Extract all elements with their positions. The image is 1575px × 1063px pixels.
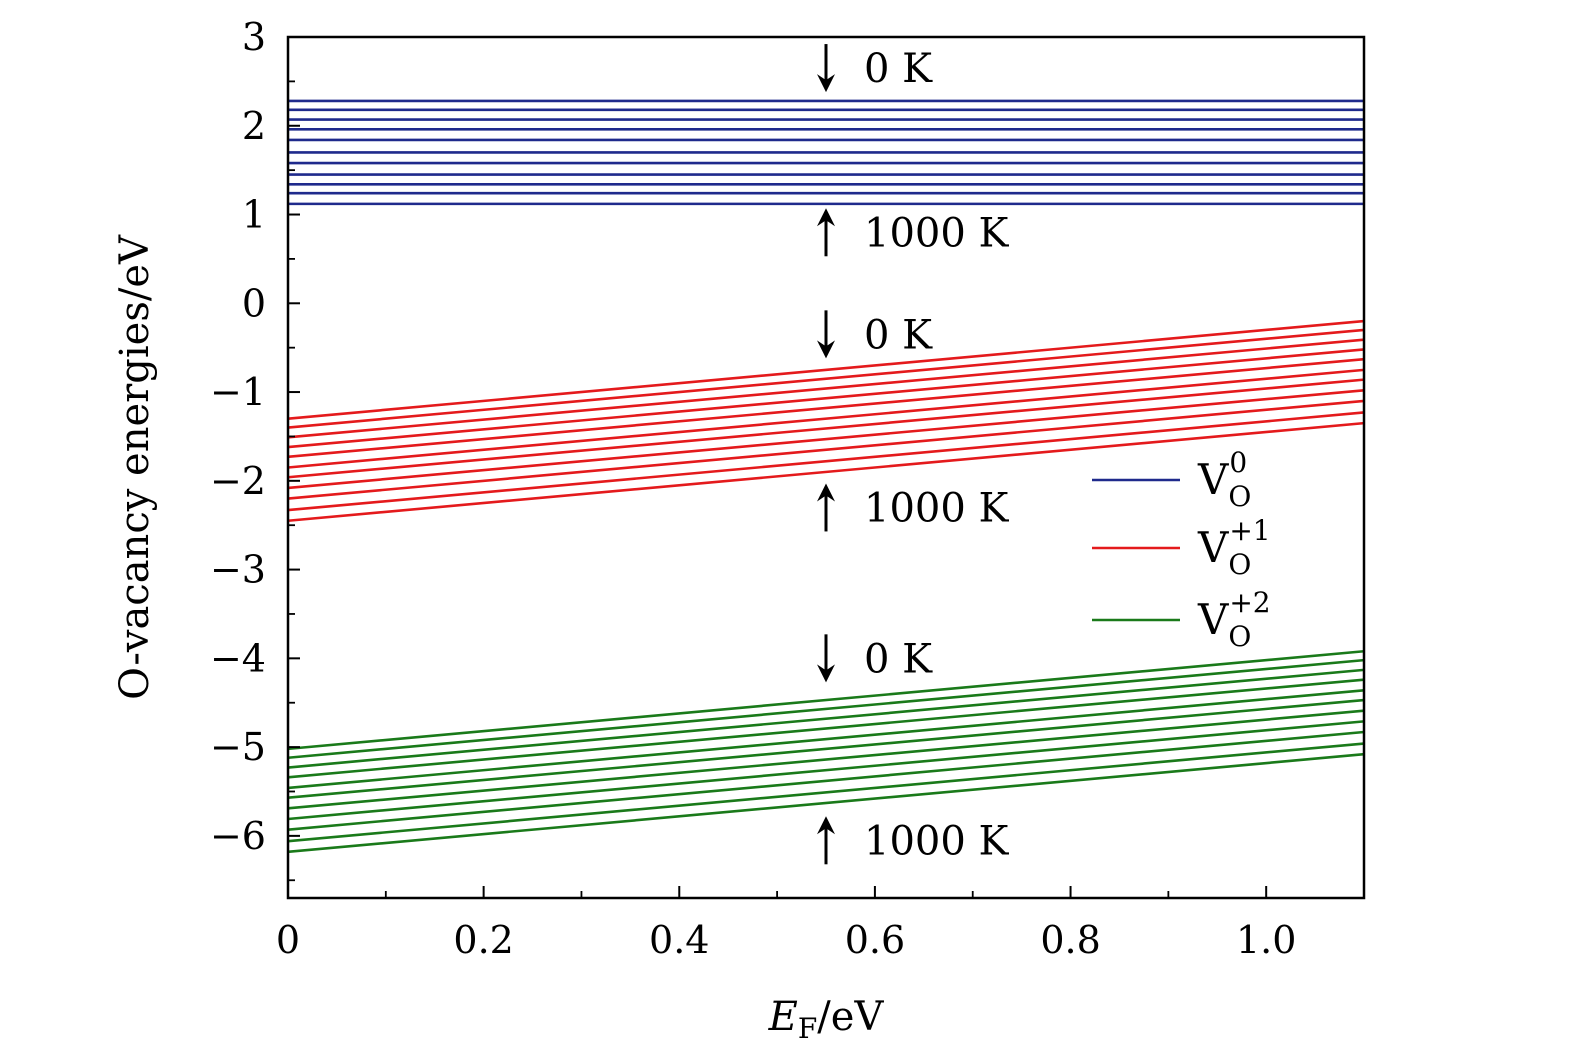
x-tick-label: 0.8: [1040, 918, 1100, 962]
arrow-up-head: [817, 208, 835, 227]
y-tick-label: −6: [210, 814, 266, 858]
x-tick-label: 0: [276, 918, 300, 962]
series-1: [287, 319, 1365, 523]
annotation-label: 0 K: [864, 46, 933, 92]
annotations: 0 K 1000 K 0 K 1000 K 0 K 1000 K: [817, 44, 1010, 865]
x-tick-label: 0.6: [845, 918, 905, 962]
series-1-line-10: [287, 421, 1365, 523]
series-1-line-1: [287, 328, 1365, 429]
y-tick-label: 1: [242, 193, 266, 237]
x-tick-label: 1.0: [1236, 918, 1296, 962]
series-2-line-1: [287, 658, 1365, 760]
arrow-down-head: [817, 340, 835, 359]
series-1-line-7: [287, 388, 1365, 490]
x-tick-label: 0.2: [453, 918, 513, 962]
y-tick-label: 0: [242, 281, 266, 325]
series-2-line-4: [287, 689, 1365, 790]
series-2-line-7: [287, 720, 1365, 821]
y-tick-label: −5: [210, 725, 266, 769]
annotation-5: 1000 K: [817, 816, 1010, 865]
annotation-0: 0 K: [817, 44, 933, 93]
y-tick-label: 2: [242, 104, 266, 148]
series-2: [287, 649, 1365, 854]
ticks-layer: 0 0.2 0.4 0.6 0.8 1.0 3 2 1 0 −1 −2 −3 −4 −5 −6: [210, 15, 1365, 962]
y-tick-label: −1: [210, 370, 266, 414]
y-tick-label: −2: [210, 459, 266, 503]
legend-item-2: VO+2: [1092, 586, 1271, 653]
legend-item-0: VO0: [1092, 446, 1251, 513]
series-1-line-4: [287, 357, 1365, 459]
y-tick-label: −3: [210, 548, 266, 592]
annotation-2: 0 K: [817, 310, 933, 359]
series-1-line-8: [287, 399, 1365, 500]
series-0: [288, 99, 1364, 206]
arrow-down-head: [817, 74, 835, 93]
annotation-label: 1000 K: [864, 818, 1010, 864]
series-1-line-3: [287, 348, 1365, 449]
series-1-line-2: [287, 338, 1365, 439]
annotation-1: 1000 K: [817, 208, 1010, 257]
series-2-line-3: [287, 678, 1365, 779]
legend-label: VO0: [1197, 446, 1251, 513]
annotation-label: 0 K: [864, 636, 933, 682]
annotation-4: 0 K: [817, 634, 933, 683]
series-1-line-9: [287, 411, 1365, 512]
plot-frame: [286, 35, 1366, 900]
annotation-label: 1000 K: [864, 210, 1010, 256]
x-tick-label: 0.4: [649, 918, 709, 962]
series-layer: [287, 99, 1365, 854]
series-2-line-2: [287, 668, 1365, 769]
series-2-line-0: [287, 649, 1365, 751]
y-tick-label: −4: [210, 636, 266, 680]
series-2-line-9: [287, 742, 1365, 843]
series-2-line-5: [287, 698, 1365, 799]
y-tick-label: 3: [242, 15, 266, 59]
arrow-up-head: [817, 816, 835, 835]
legend-label: VO+2: [1197, 586, 1271, 653]
series-1-line-5: [287, 368, 1365, 469]
series-2-line-6: [287, 709, 1365, 810]
annotation-label: 1000 K: [864, 485, 1010, 531]
series-1-line-6: [287, 378, 1365, 479]
arrow-down-head: [817, 664, 835, 683]
series-2-line-8: [287, 730, 1365, 831]
annotation-label: 0 K: [864, 312, 933, 358]
annotation-3: 1000 K: [817, 483, 1010, 532]
arrow-up-head: [817, 483, 835, 502]
series-1-line-0: [287, 319, 1365, 420]
legend-label: VO+1: [1197, 514, 1271, 581]
series-2-line-10: [287, 752, 1365, 854]
legend-item-1: VO+1: [1092, 514, 1271, 581]
y-axis-label: O-vacancy energies/eV: [112, 234, 158, 700]
x-axis-label: EF/eV: [768, 994, 885, 1045]
